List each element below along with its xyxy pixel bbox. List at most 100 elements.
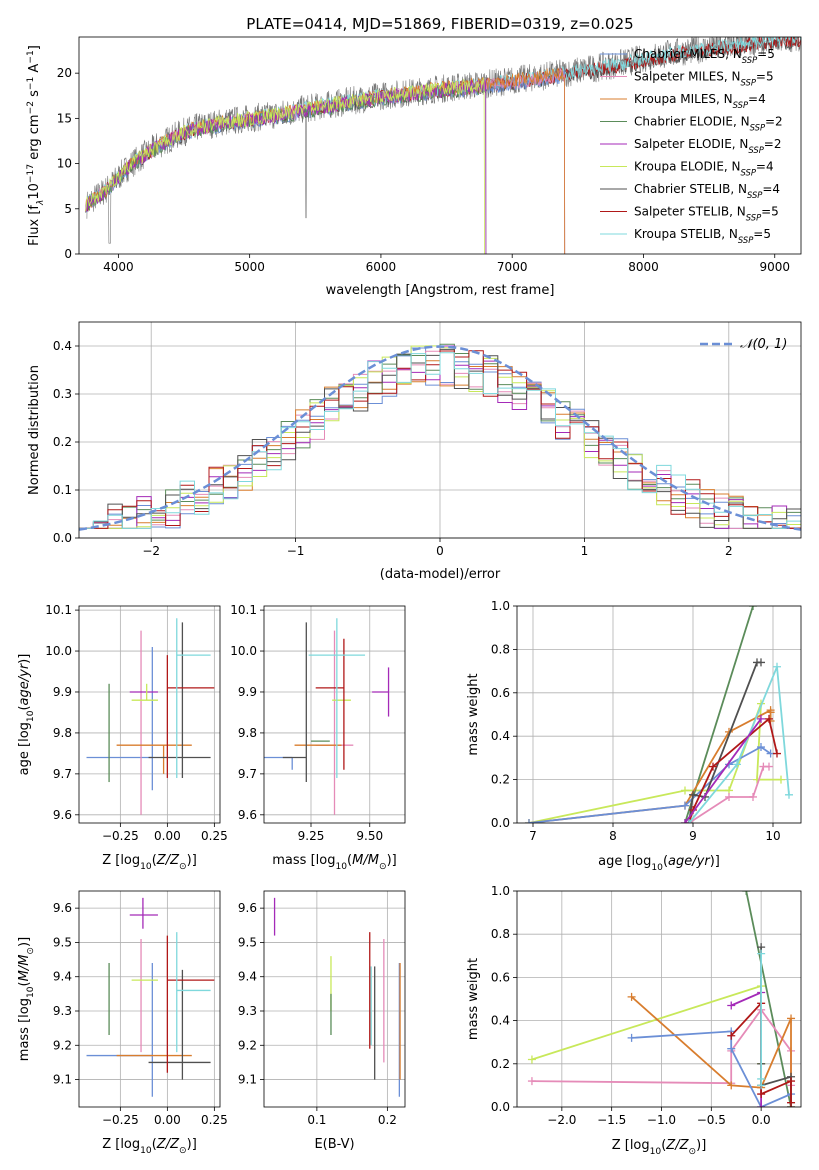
y-tick-label: 9.2 (238, 1038, 257, 1052)
y-axis-label: mass [log10(M/M⊙)] (17, 937, 36, 1061)
x-tick-label: −0.5 (697, 1113, 726, 1127)
axes-frame (516, 605, 802, 824)
weight-marker (757, 743, 765, 752)
weight-series-line (688, 666, 790, 823)
x-tick-label: −1.5 (597, 1113, 626, 1127)
y-tick-label: 1.0 (491, 884, 510, 898)
y-tick-label: 0.4 (491, 729, 510, 743)
weight-marker (527, 1055, 536, 1064)
weight-marker (757, 658, 765, 667)
x-axis-label: mass [log10(M/M⊙)] (272, 853, 396, 872)
y-tick-label: 9.3 (53, 1004, 72, 1018)
residuals-panel: −2 −1 0 1 2 0.0 0.1 0.2 0.3 0.4 𝒩(0, 1) (data-model… (27, 321, 802, 582)
y-tick-label: 9.6 (53, 808, 72, 822)
histogram-step (79, 352, 801, 529)
y-tick-label: 9.2 (53, 1038, 72, 1052)
legend-label: Kroupa ELODIE, NSSP=4 (634, 160, 774, 178)
weight-lines (525, 606, 793, 823)
weight-marker (742, 891, 751, 895)
weight-marker (757, 1081, 766, 1090)
x-tick-label: 7 (529, 829, 537, 843)
weight-marker (757, 1090, 766, 1099)
weight-marker (787, 1098, 796, 1107)
weight-marker (787, 1014, 796, 1023)
weight-marker (765, 714, 773, 723)
axes-frame (78, 890, 221, 1108)
weight-marker (681, 801, 689, 810)
y-tick-label: 0.6 (491, 970, 510, 984)
legend-label: Chabrier ELODIE, NSSP=2 (634, 115, 783, 133)
x-axis-label: (data-model)/error (380, 567, 501, 582)
weight-marker (757, 714, 765, 723)
y-tick-label: 0.0 (53, 531, 72, 545)
spectrum-legend: Chabrier MILES, NSSP=5 Salpeter MILES, NS… (600, 47, 783, 245)
x-tick-label: 0.1 (307, 1113, 326, 1127)
y-tick-label: 0.2 (491, 773, 510, 787)
x-tick-label: 9000 (759, 260, 790, 274)
x-tick-label: 9.50 (356, 829, 383, 843)
y-tick-label: 9.9 (53, 685, 72, 699)
histogram-lines (79, 343, 801, 531)
x-axis-label: Z [log10(Z/Z⊙)] (102, 1137, 197, 1156)
x-axis-label: Z [log10(Z/Z⊙)] (612, 1138, 707, 1157)
y-tick-label: 9.6 (53, 901, 72, 915)
y-tick-label: 0.2 (53, 435, 72, 449)
y-tick-label: 9.9 (238, 685, 257, 699)
weight-marker (725, 792, 733, 801)
x-tick-label: 1 (581, 544, 589, 558)
weight-marker (685, 819, 693, 823)
weight-marker (757, 1103, 766, 1107)
y-tick-label: 0.3 (53, 387, 72, 401)
weight-marker (766, 708, 775, 717)
y-tick-label: 0.0 (491, 816, 510, 830)
y-tick-label: 10.1 (45, 603, 72, 617)
weight-marker (681, 819, 689, 823)
x-tick-label: 5000 (234, 260, 265, 274)
figure-title: PLATE=0414, MJD=51869, FIBERID=0319, z=0… (246, 15, 633, 33)
axes-frame (516, 890, 802, 1108)
weight-marker (709, 762, 717, 771)
y-tick-label: 9.7 (53, 767, 72, 781)
spectrum-panel: 4000 5000 6000 7000 8000 9000 0 5 10 15 20 Chabrier… (26, 36, 802, 298)
y-tick-label: 0.8 (491, 927, 510, 941)
legend-label: Kroupa MILES, NSSP=4 (634, 92, 766, 110)
y-tick-label: 0 (64, 247, 72, 261)
weight-marker (749, 792, 757, 801)
y-tick-label: 20 (57, 66, 72, 80)
weight-marker (627, 992, 636, 1001)
weight-marker (689, 790, 697, 799)
spectrum-lines (85, 37, 801, 254)
y-axis-label: Flux [fλ10−17 erg cm−2 s−1 A−1] (26, 45, 46, 246)
y-tick-label: 0.6 (491, 686, 510, 700)
x-tick-label: −1.0 (647, 1113, 676, 1127)
y-tick-label: 9.5 (238, 935, 257, 949)
x-axis-label: age [log10(age/yr)] (598, 854, 720, 873)
errorbar-group (86, 897, 215, 1097)
x-tick-label: −2.0 (547, 1113, 576, 1127)
weight-marker (525, 819, 533, 823)
x-tick-label: 8 (609, 829, 617, 843)
x-tick-label: −0.25 (102, 1113, 139, 1127)
x-tick-label: 0.0 (752, 1113, 771, 1127)
x-tick-label: −1 (287, 544, 305, 558)
axes-frame (78, 605, 221, 824)
weight-vs-age-panel: 7 8 9 10 0.0 0.2 0.4 0.6 0.8 1.0 age [log10(age/yr… (466, 599, 802, 873)
y-tick-label: 9.8 (238, 726, 257, 740)
weight-marker (773, 749, 781, 758)
y-tick-label: 10.0 (230, 644, 257, 658)
x-tick-label: 0.25 (201, 1113, 228, 1127)
legend-label: Salpeter STELIB, NSSP=5 (634, 205, 779, 223)
x-tick-label: 6000 (366, 260, 397, 274)
weight-marker (749, 606, 757, 610)
y-tick-label: 9.4 (238, 970, 257, 984)
mass-vs-EBV-panel: 0.1 0.2 9.1 9.2 9.3 9.4 9.5 9.6 E(B-V) (238, 890, 406, 1152)
legend-label: Chabrier STELIB, NSSP=4 (634, 182, 780, 200)
x-tick-label: 0.2 (378, 1113, 397, 1127)
y-tick-label: 0.1 (53, 483, 72, 497)
y-axis-label: mass weight (466, 958, 481, 1040)
x-tick-label: 0 (436, 544, 444, 558)
x-axis-label: Z [log10(Z/Z⊙)] (102, 853, 197, 872)
weight-marker (527, 1077, 536, 1086)
model-spectrum-line (85, 77, 486, 254)
